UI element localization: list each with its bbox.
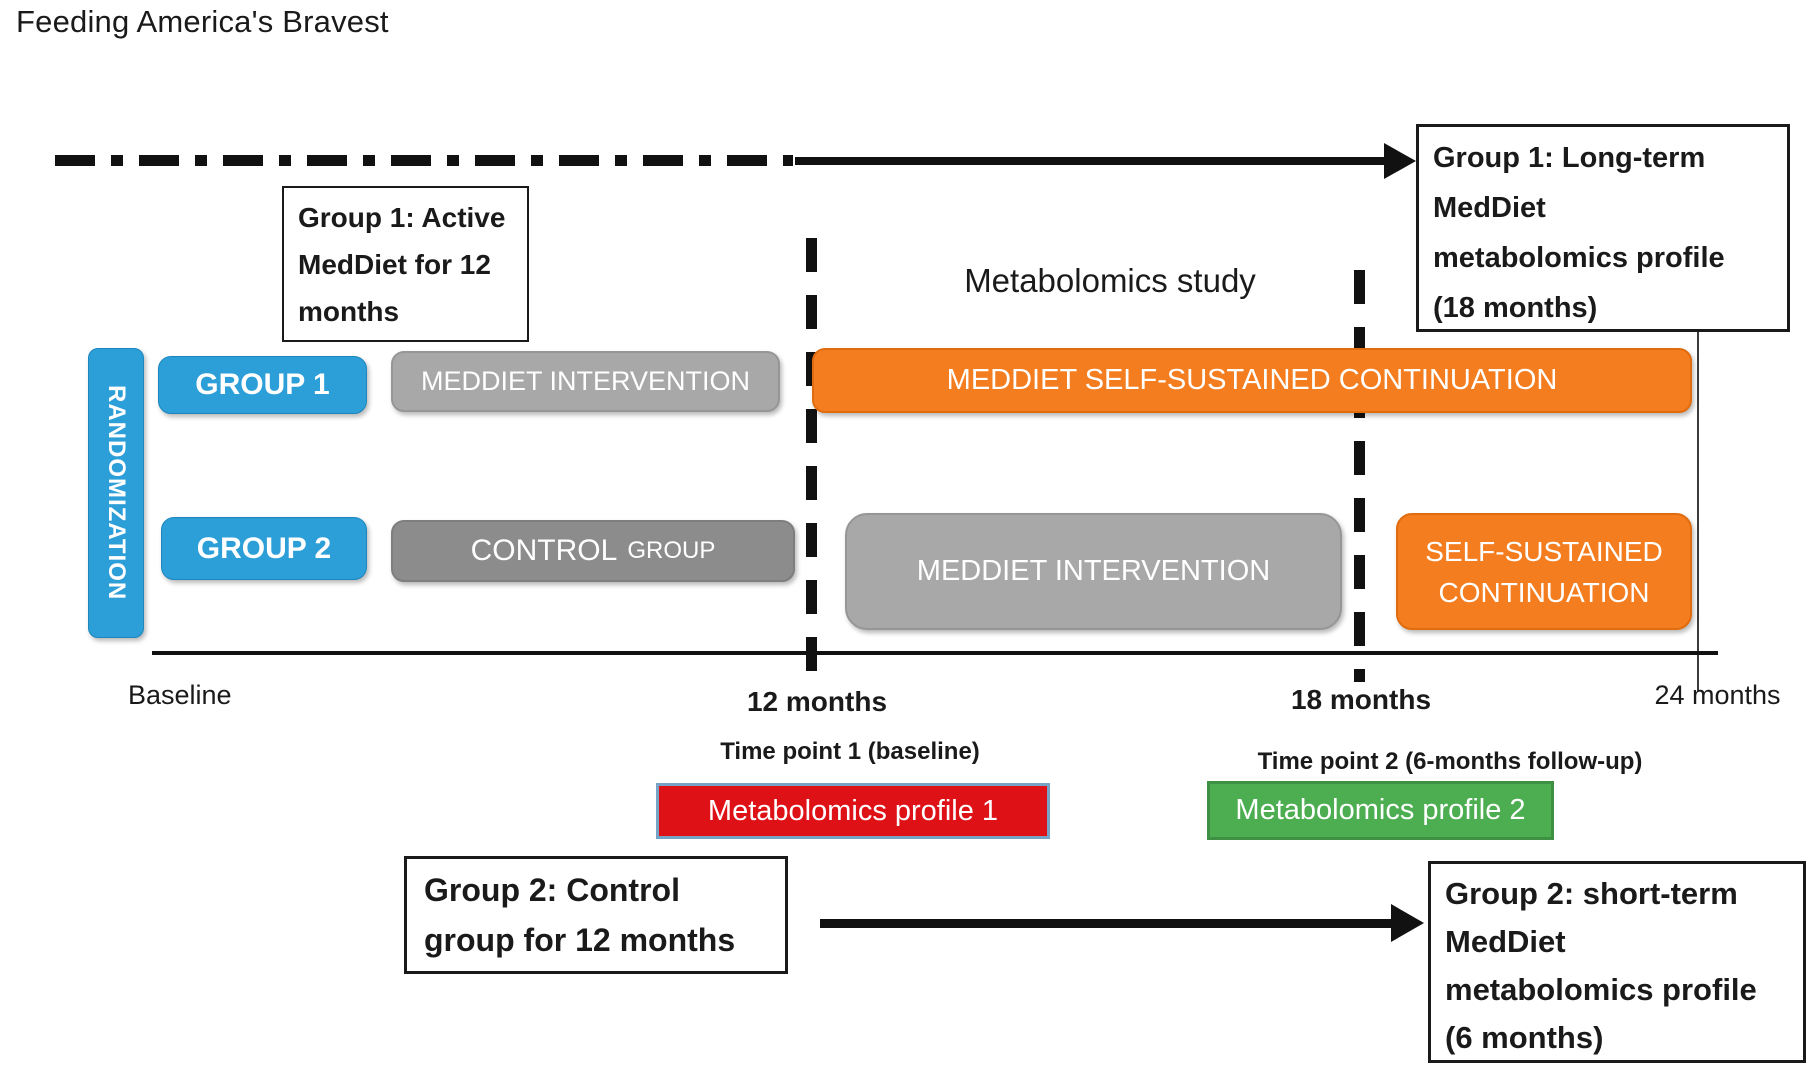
group2-shortterm-line: Group 2: short-term [1445, 876, 1738, 911]
metabolomics-study-label: Metabolomics study [964, 262, 1256, 299]
group2-control-annotation-box: Group 2: Control group for 12 months [404, 856, 788, 974]
tick-baseline: Baseline [128, 680, 232, 710]
control-group-word: GROUP [627, 537, 716, 564]
group1-longterm-line: MedDiet [1433, 192, 1546, 224]
timeline-axis [152, 651, 1718, 655]
group2-pill: GROUP 2 [161, 517, 367, 580]
group2-control-group-box: CONTROL GROUP [391, 520, 795, 582]
metabolomics-profile2-box: Metabolomics profile 2 [1207, 781, 1554, 840]
group1-pill: GROUP 1 [158, 356, 367, 414]
group1-meddiet-intervention-box: MEDDIET INTERVENTION [391, 351, 780, 412]
dash-dot-line [55, 155, 793, 166]
group2-shortterm-line: metabolomics profile [1445, 972, 1757, 1007]
group2-control-line: group for 12 months [424, 922, 736, 958]
group2-arrow-line [820, 919, 1394, 928]
timepoint2-label: Time point 2 (6-months follow-up) [1257, 748, 1643, 775]
tick-24-months: 24 months [1654, 680, 1781, 710]
metabolomics-profile1-box: Metabolomics profile 1 [656, 783, 1050, 839]
connector-line-24-months [1697, 332, 1699, 692]
control-group-word: CONTROL [470, 534, 618, 567]
group2-meddiet-intervention-box: MEDDIET INTERVENTION [845, 513, 1342, 630]
group2-self-sustained-box: SELF-SUSTAINED CONTINUATION [1396, 513, 1692, 630]
group1-active-line: Group 1: Active [298, 202, 506, 233]
group1-arrow-line [795, 157, 1387, 165]
group1-arrow-head-icon [1384, 143, 1416, 179]
dashed-line-18-months [1354, 270, 1365, 682]
group1-longterm-line: Group 1: Long-term [1433, 142, 1706, 174]
group1-active-line: MedDiet for 12 [298, 249, 491, 280]
group2-self-sustained-line: SELF-SUSTAINED [1425, 535, 1663, 567]
group1-active-line: months [298, 296, 400, 327]
group1-longterm-box: Group 1: Long-term MedDiet metabolomics … [1416, 124, 1790, 332]
group2-shortterm-line: (6 months) [1445, 1020, 1604, 1055]
tick-18-months: 18 months [1290, 684, 1432, 715]
timepoint1-label: Time point 1 (baseline) [720, 738, 980, 765]
group2-shortterm-box: Group 2: short-term MedDiet metabolomics… [1428, 861, 1806, 1063]
group2-self-sustained-line: CONTINUATION [1438, 576, 1650, 608]
randomization-box: RANDOMIZATION [88, 348, 144, 638]
group2-arrow-head-icon [1391, 904, 1424, 942]
group1-self-sustained-box: MEDDIET SELF-SUSTAINED CONTINUATION [812, 348, 1692, 413]
group2-shortterm-line: MedDiet [1445, 924, 1566, 959]
group1-longterm-line: metabolomics profile [1433, 242, 1725, 274]
page-title: Feeding America's Bravest [16, 4, 389, 39]
group2-control-line: Group 2: Control [424, 872, 680, 908]
group1-active-box: Group 1: Active MedDiet for 12 months [282, 186, 529, 342]
group1-longterm-line: (18 months) [1433, 292, 1598, 324]
tick-12-months: 12 months [746, 686, 888, 717]
dashed-line-12-months [806, 238, 817, 678]
